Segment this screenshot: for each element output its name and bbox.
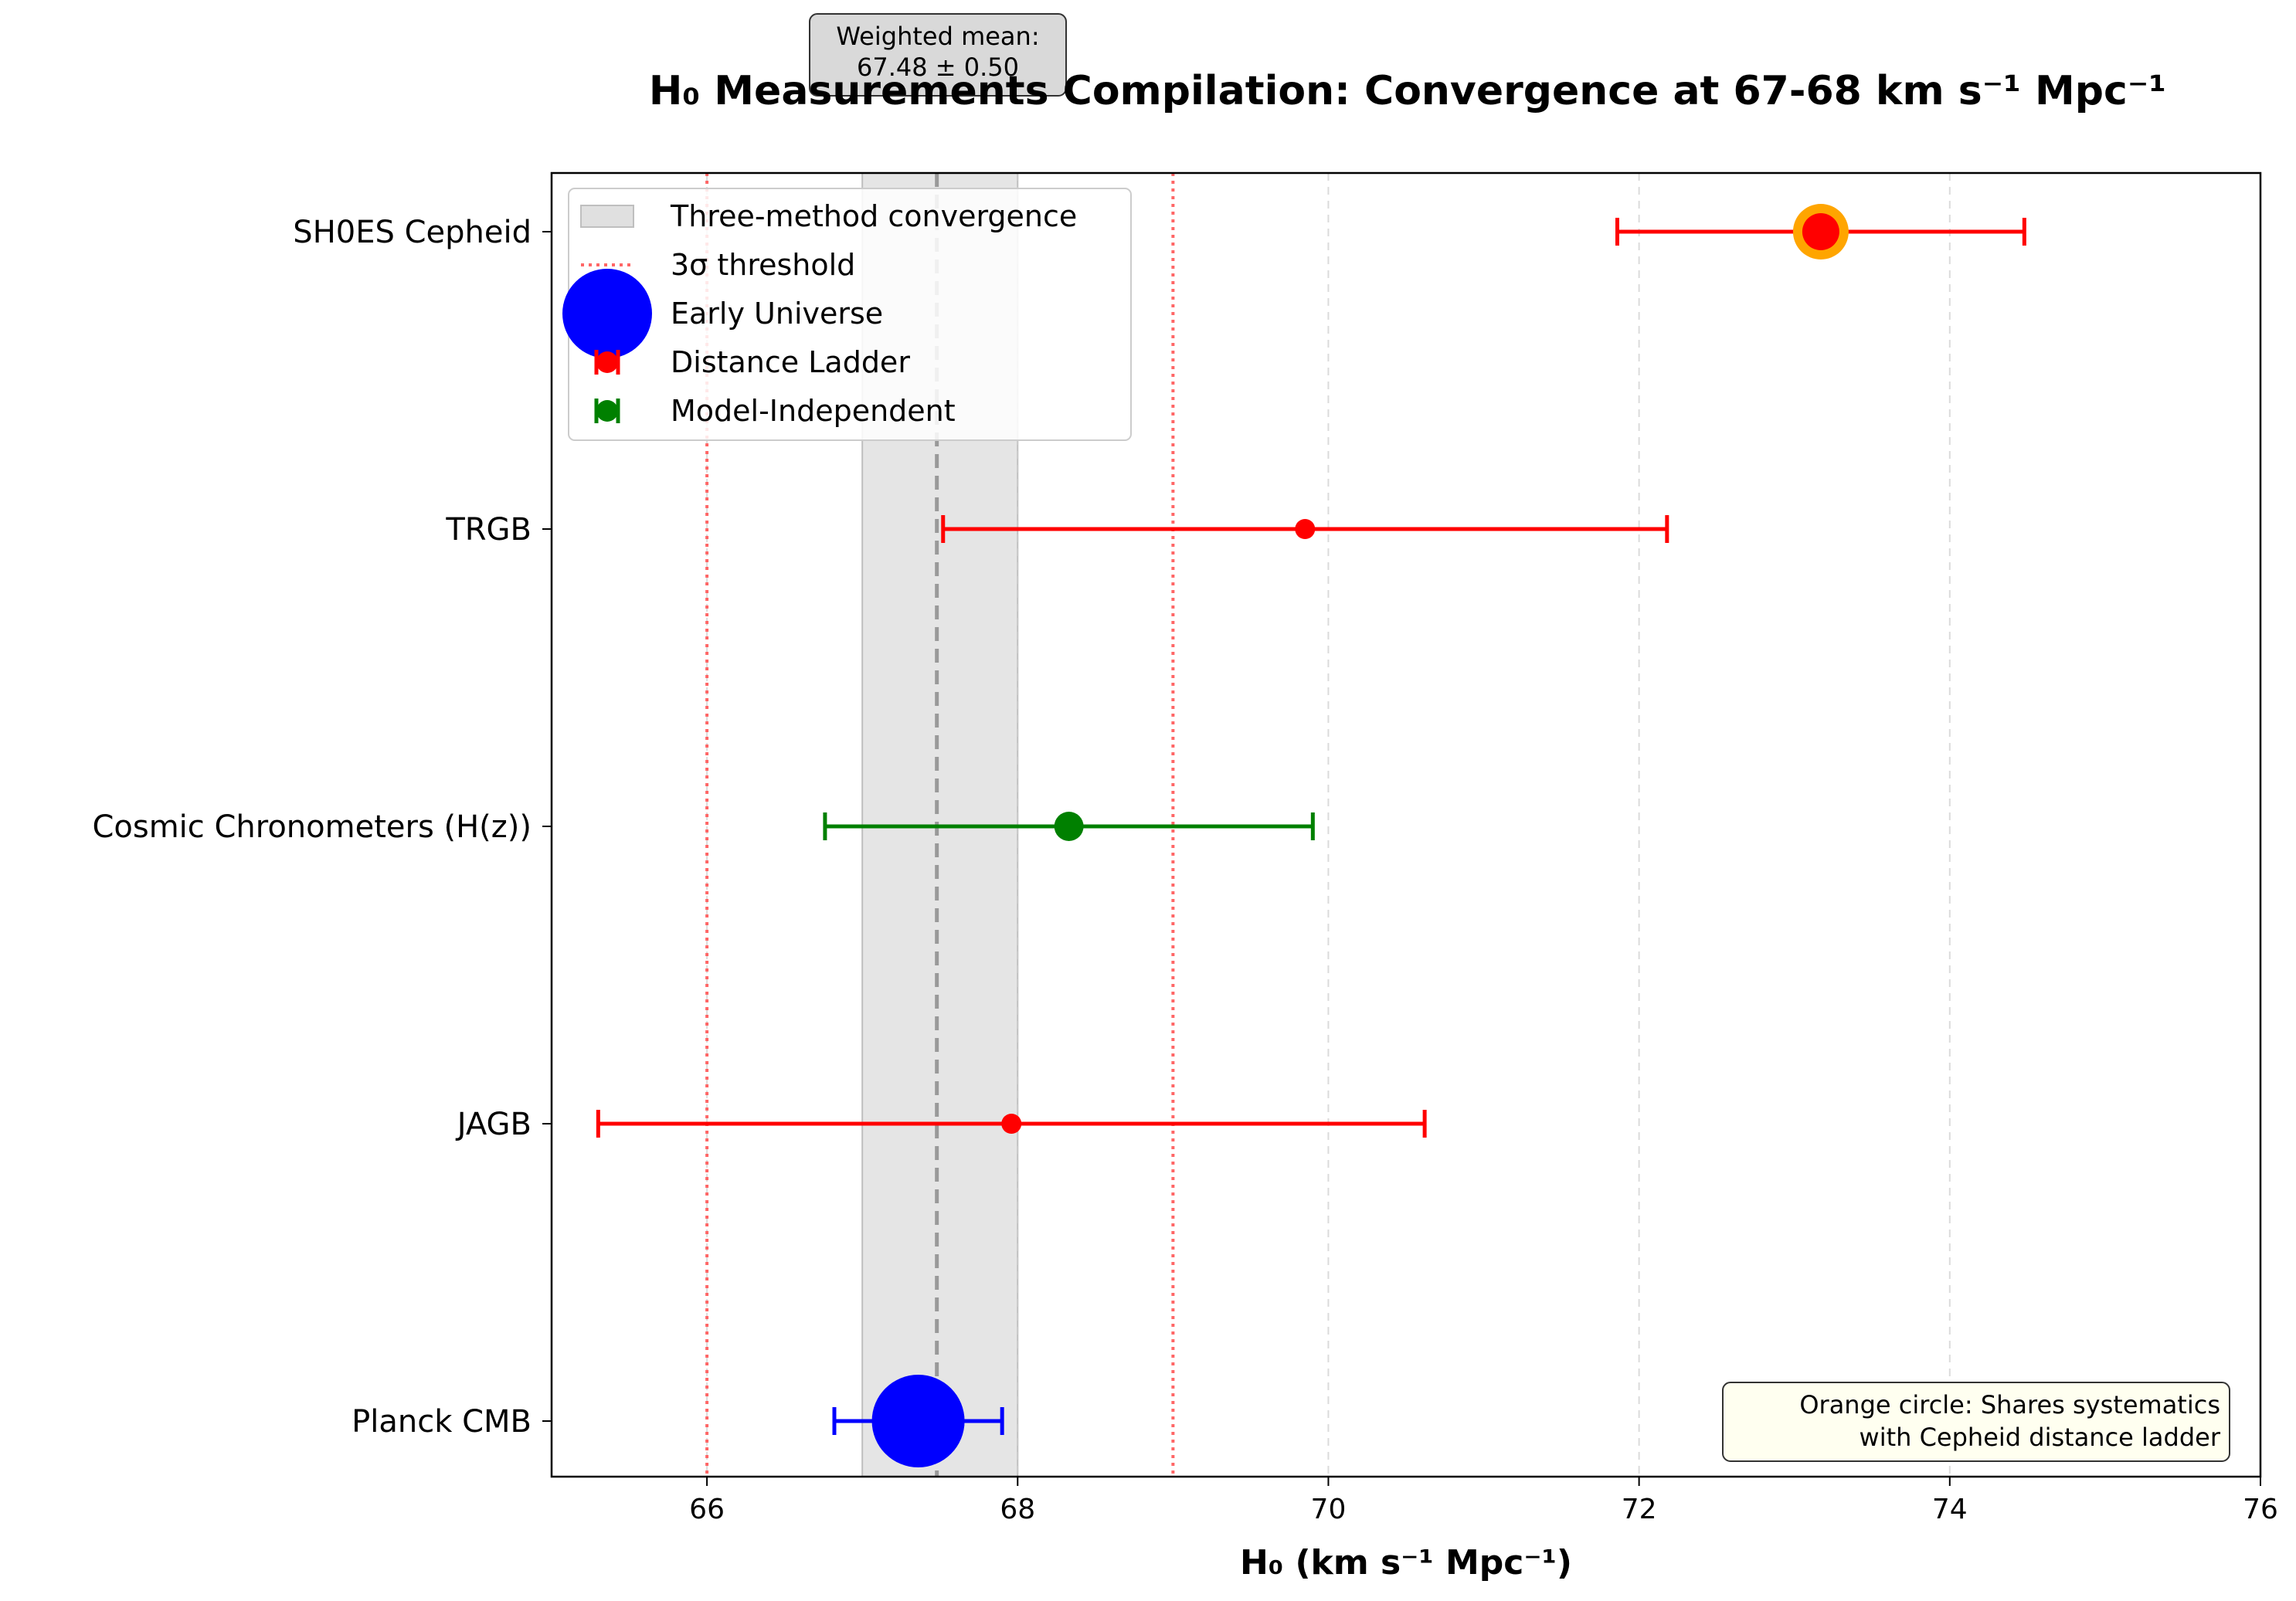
measurement-cosmic-chronometers-h-z — [823, 812, 1315, 841]
y-tick-label-planck-cmb: Planck CMB — [352, 1404, 532, 1440]
legend: Three-method convergence 3σ threshold Earl… — [562, 188, 1132, 441]
measurement-trgb — [941, 515, 1669, 543]
legend-swatch-three-method-convergence — [580, 205, 634, 228]
legend-swatch-dot-distance-ladder — [596, 351, 618, 373]
x-axis-label: H₀ (km s⁻¹ Mpc⁻¹) — [1240, 1543, 1572, 1582]
data-point-planck-cmb — [871, 1375, 965, 1467]
weighted-mean-line-2: 67.48 ± 0.50 — [857, 53, 1019, 82]
measurement-planck-cmb — [832, 1375, 1004, 1467]
measurement-jagb — [596, 1110, 1427, 1138]
legend-label-three-method-convergence: Three-method convergence — [670, 199, 1077, 233]
y-tick-label-trgb: TRGB — [445, 512, 532, 548]
weighted-mean-annotation: Weighted mean: 67.48 ± 0.50 — [809, 13, 1067, 97]
data-point-jagb — [1001, 1114, 1022, 1134]
legend-label-model-independent: Model-Independent — [671, 394, 956, 428]
y-axis-ticks: SH0ES Cepheid TRGB Cosmic Chronometers (H(… — [92, 215, 552, 1440]
note-line-1: Orange circle: Shares systematics — [1799, 1390, 2220, 1420]
weighted-mean-box — [809, 13, 1067, 97]
x-tick-label-72: 72 — [1622, 1494, 1657, 1525]
data-point-cosmic-chronometers-h-z — [1054, 812, 1084, 841]
note-box — [1722, 1382, 2230, 1462]
weighted-mean-line-1: Weighted mean: — [836, 22, 1039, 51]
legend-entry-model-independent: Model-Independent — [594, 394, 956, 428]
legend-swatch-early-universe — [562, 269, 652, 358]
legend-entry-early-universe: Early Universe — [562, 269, 883, 358]
x-axis-ticks: 66 68 70 72 74 76 — [689, 1477, 2278, 1525]
legend-entry-three-method-convergence: Three-method convergence — [580, 199, 1077, 233]
note-annotation: Orange circle: Shares systematics with C… — [1722, 1382, 2230, 1462]
legend-label-3-threshold: 3σ threshold — [671, 248, 855, 282]
y-tick-label-sh0es-cepheid: SH0ES Cepheid — [293, 215, 532, 250]
note-line-2: with Cepheid distance ladder — [1860, 1423, 2221, 1452]
legend-entry-3-threshold: 3σ threshold — [581, 248, 855, 282]
legend-swatch-dot-model-independent — [596, 400, 618, 422]
legend-label-early-universe: Early Universe — [671, 297, 883, 331]
x-tick-label-66: 66 — [689, 1494, 725, 1525]
measurement-sh0es-cepheid — [1615, 204, 2026, 259]
y-tick-label-jagb: JAGB — [455, 1107, 532, 1142]
data-point-trgb — [1295, 519, 1316, 539]
x-tick-label-68: 68 — [1000, 1494, 1035, 1525]
x-tick-label-70: 70 — [1311, 1494, 1347, 1525]
plot-frame — [550, 171, 2262, 1478]
legend-label-distance-ladder: Distance Ladder — [671, 345, 910, 379]
chart-title: H₀ Measurements Compilation: Convergence… — [649, 68, 2166, 114]
data-point-sh0es-cepheid — [1802, 213, 1839, 250]
legend-entry-distance-ladder: Distance Ladder — [594, 345, 910, 379]
y-tick-label-cosmic-chronometers-h-z: Cosmic Chronometers (H(z)) — [92, 809, 532, 845]
x-tick-label-76: 76 — [2243, 1494, 2278, 1525]
x-tick-label-74: 74 — [1932, 1494, 1968, 1525]
